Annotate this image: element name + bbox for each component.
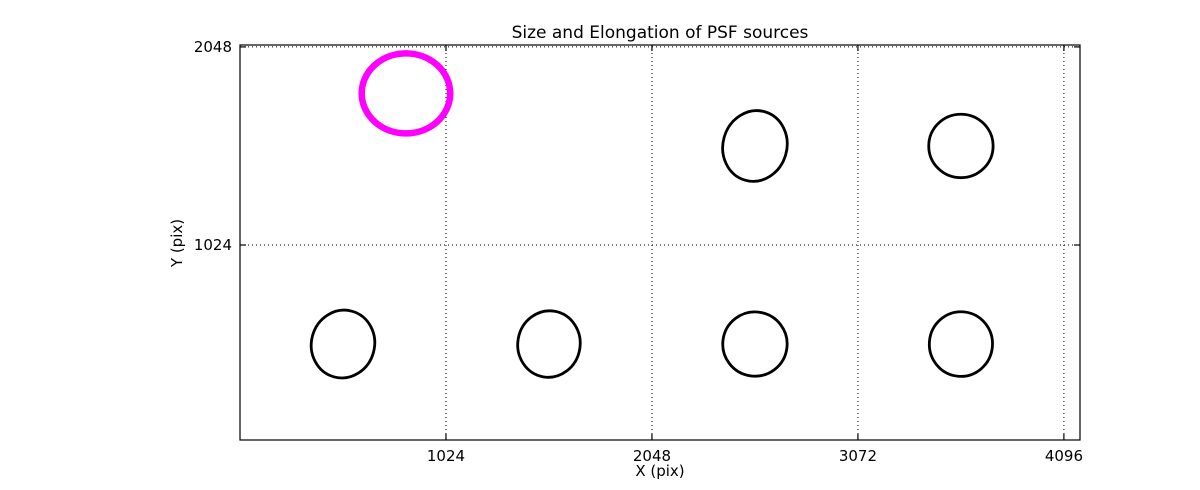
x-tick-label: 2048 bbox=[633, 447, 671, 465]
axes-frame bbox=[239, 44, 1081, 441]
psf-ellipse bbox=[927, 310, 994, 378]
psf-ellipse bbox=[927, 112, 995, 180]
psf-ellipse bbox=[721, 109, 789, 183]
y-tick-label: 1024 bbox=[194, 236, 232, 254]
y-tick-label: 2048 bbox=[194, 38, 232, 56]
x-tick-label: 3072 bbox=[839, 447, 877, 465]
x-tick-label: 4096 bbox=[1045, 447, 1083, 465]
psf-ellipse bbox=[516, 309, 582, 379]
psf-ellipse bbox=[309, 308, 377, 380]
x-tick-label: 1024 bbox=[427, 447, 465, 465]
psf-ellipse bbox=[721, 310, 789, 378]
chart-title: Size and Elongation of PSF sources bbox=[511, 23, 809, 43]
x-axis-label: X (pix) bbox=[635, 462, 685, 480]
psf-ellipse-highlighted bbox=[358, 50, 454, 137]
